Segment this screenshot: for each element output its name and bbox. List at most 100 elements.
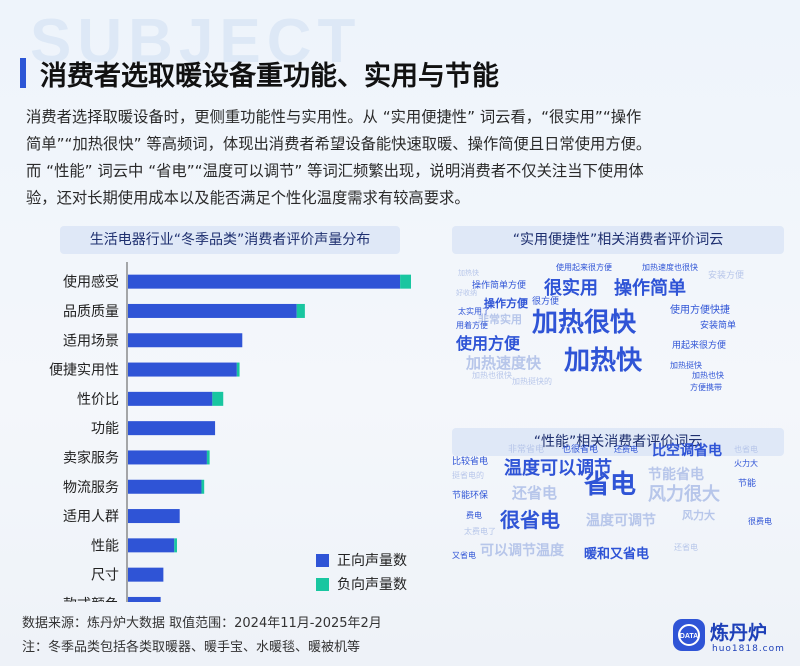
wordcloud-usability-title: “实用便捷性”相关消费者评价词云 — [452, 226, 784, 254]
bar-positive — [128, 391, 213, 406]
bar-positive — [128, 479, 202, 494]
wordcloud-word: 太费电了 — [464, 527, 496, 536]
wordcloud-word: 安装方便 — [708, 271, 745, 281]
legend-negative-swatch — [316, 578, 329, 591]
bar-positive — [128, 567, 164, 582]
bar-negative — [206, 450, 210, 465]
wordcloud-word: 很省电 — [500, 508, 560, 532]
bar-positive — [128, 538, 175, 553]
bar-negative — [400, 274, 411, 289]
wordcloud-performance: 非常省电 也很省电 还费电 也省电 比空调省电火力大 比较省电 温度可以调节挺省电的节能 省电… — [452, 444, 784, 604]
footer-source: 数据来源：炼丹炉大数据 取值范围：2024年11月-2025年2月 — [22, 616, 382, 631]
wordcloud-word: 加热也快 — [692, 371, 724, 380]
wordcloud-word: 温度可调节 — [586, 513, 656, 529]
bar-positive — [128, 450, 207, 465]
brand-logo-icon: DATA — [673, 619, 705, 651]
bar-negative — [201, 479, 205, 494]
wordcloud-word: 加热速度快 — [466, 354, 542, 372]
bar-negative — [296, 303, 305, 318]
wordcloud-word: 也很省电 — [562, 445, 599, 455]
category-label: 适用人群 — [63, 509, 119, 525]
bar-chart: 使用感受品质质量适用场景便捷实用性性价比功能卖家服务物流服务适用人群性能尺寸款式… — [49, 262, 411, 602]
bar-negative — [212, 391, 224, 406]
wordcloud-word: 温度可以调节 — [504, 458, 612, 479]
category-label: 性能 — [91, 538, 119, 554]
wordcloud-word: 挺省电的 — [452, 471, 484, 480]
wordcloud-word: 使用起来很方便 — [556, 263, 612, 272]
wordcloud-word: 可以调节温度 — [480, 543, 564, 559]
category-label: 款式颜色 — [63, 596, 119, 602]
wordcloud-word: 加热快 — [564, 346, 643, 376]
wordcloud-word: 节能环保 — [452, 491, 489, 501]
svg-text:DATA: DATA — [680, 633, 698, 640]
wordcloud-word: 加热快 — [458, 269, 479, 277]
legend-positive: 正向声量数 — [316, 550, 407, 570]
bar-negative — [174, 538, 177, 553]
wordcloud-word: 方便携带 — [690, 383, 722, 392]
category-label: 使用感受 — [63, 274, 119, 291]
wordcloud-word: 风力很大 — [648, 484, 720, 505]
wordcloud-word: 还省电 — [512, 484, 558, 502]
brand-name: 炼丹炉 — [710, 622, 768, 644]
bar-positive — [128, 333, 243, 348]
category-label: 功能 — [91, 421, 119, 437]
title-accent-bar — [20, 58, 26, 88]
wordcloud-word: 火力大 — [734, 459, 758, 468]
wordcloud-word: 比较省电 — [452, 457, 489, 467]
wordcloud-word: 很方便 — [532, 297, 560, 307]
wordcloud-word: 省电 — [584, 470, 637, 500]
bar-positive — [128, 421, 216, 436]
wordcloud-word: 用着方便 — [456, 321, 488, 330]
wordcloud-word: 比空调省电 — [652, 443, 722, 459]
wordcloud-word: 使用方便 — [456, 334, 521, 353]
wordcloud-word: 费电 — [466, 511, 482, 520]
wordcloud-word: 非常省电 — [508, 445, 545, 455]
wordcloud-word: 很费电 — [748, 517, 772, 526]
category-label: 性价比 — [77, 392, 119, 408]
wordcloud-word: 好收纳 — [456, 289, 477, 297]
wordcloud-word: 很实用 — [544, 278, 598, 299]
bar-negative — [236, 362, 240, 377]
wordcloud-word: 用起来很方便 — [672, 341, 727, 351]
wordcloud-word: 还省电 — [674, 543, 698, 552]
brand-url: huo1818.com — [712, 644, 785, 654]
bar-positive — [128, 509, 180, 524]
wordcloud-word: 操作方便 — [484, 297, 528, 310]
wordcloud-word: 安装简单 — [700, 321, 737, 331]
wordcloud-word: 非常实用 — [478, 313, 522, 326]
wordcloud-word: 加热速度也很快 — [642, 263, 698, 272]
wordcloud-word: 加热很快 — [532, 308, 637, 338]
category-label: 尺寸 — [91, 568, 119, 584]
category-label: 物流服务 — [63, 480, 119, 496]
wordcloud-word: 又省电 — [452, 551, 476, 560]
page-title: 消费者选取暖设备重功能、实用与节能 — [40, 61, 499, 92]
bar-positive — [128, 596, 161, 602]
wordcloud-word: 节能 — [738, 479, 757, 489]
wordcloud-word: 暖和又省电 — [584, 547, 650, 562]
wordcloud-word: 操作简单方便 — [472, 281, 527, 291]
bar-positive — [128, 362, 237, 377]
legend-positive-swatch — [316, 554, 329, 567]
bar-positive — [128, 303, 297, 318]
category-label: 品质质量 — [63, 304, 119, 320]
wordcloud-word: 风力大 — [682, 509, 715, 522]
legend-negative-label: 负向声量数 — [337, 577, 407, 593]
wordcloud-word: 加热挺快 — [670, 361, 702, 370]
legend-positive-label: 正向声量数 — [337, 553, 407, 569]
wordcloud-word: 操作简单 — [614, 278, 686, 299]
wordcloud-word: 也省电 — [734, 445, 758, 454]
intro-line-4: 验，还对长期使用成本以及能否满足个性化温度需求有较高要求。 — [26, 189, 470, 207]
wordcloud-word: 加热挺快的 — [512, 377, 552, 386]
intro-line-3: 而 “性能” 词云中 “省电”“温度可以调节” 等词汇频繁出现，说明消费者不仅关… — [26, 162, 644, 180]
wordcloud-word: 使用方便快捷 — [670, 305, 730, 316]
footer-note: 注：冬季品类包括各类取暖器、暖手宝、水暖毯、暖被机等 — [22, 640, 361, 655]
wordcloud-word: 还费电 — [614, 445, 638, 454]
wordcloud-usability: 使用起来很方便 加热速度也很快 安装方便 加热快 操作简单方便 很实用 操作简单 好收纳 操作方… — [452, 258, 784, 428]
category-label: 便捷实用性 — [49, 363, 119, 379]
legend-negative: 负向声量数 — [316, 574, 407, 594]
wordcloud-performance-title: “性能”相关消费者评价词云 — [452, 428, 784, 456]
bar-positive — [128, 274, 401, 289]
intro-paragraph: 消费者选择取暖设备时，更侧重功能性与实用性。从 “实用便捷性” 词云看，“很实用… — [26, 104, 786, 212]
bar-chart-title: 生活电器行业“冬季品类”消费者评价声量分布 — [60, 226, 400, 254]
wordcloud-word: 太实用了 — [458, 307, 490, 316]
